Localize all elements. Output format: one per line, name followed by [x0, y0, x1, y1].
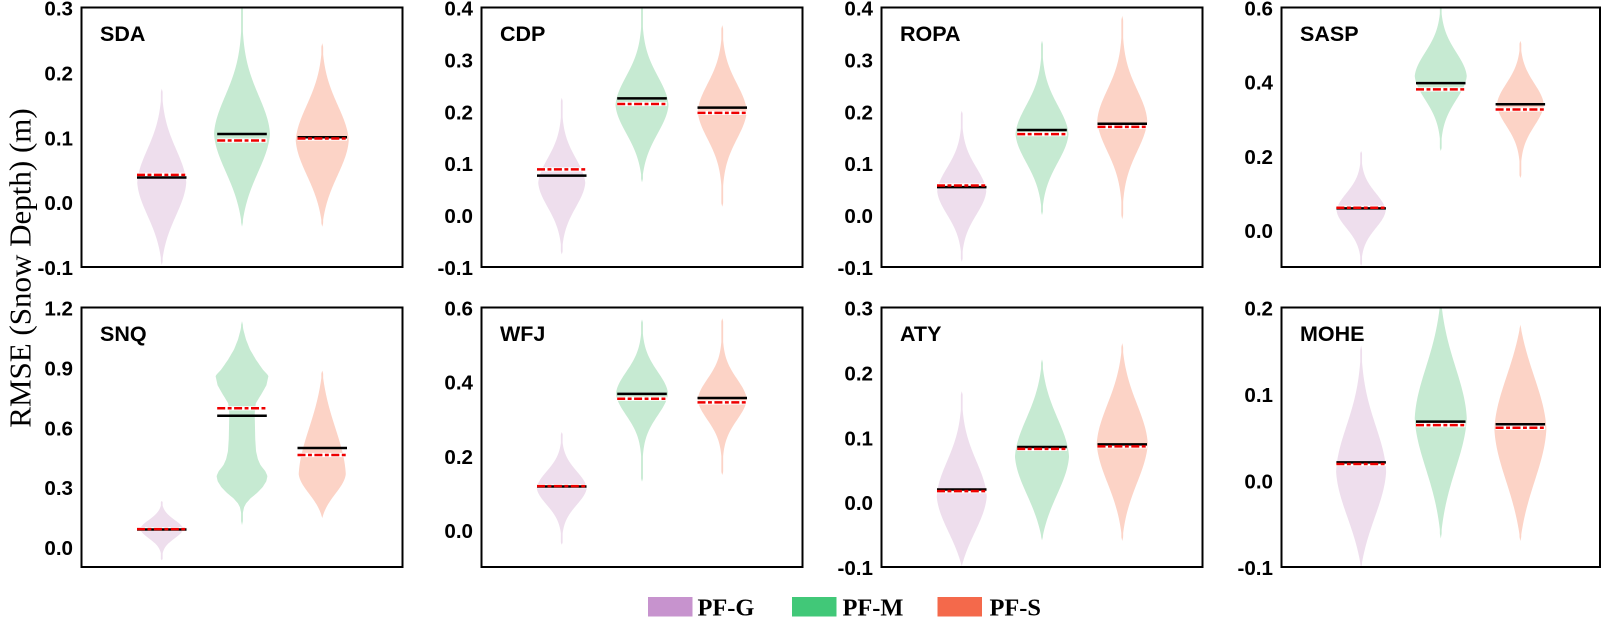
svg-text:0.2: 0.2 [44, 62, 73, 85]
svg-text:MOHE: MOHE [1300, 322, 1365, 346]
svg-text:0.3: 0.3 [44, 477, 73, 500]
svg-text:0.4: 0.4 [444, 0, 473, 21]
svg-text:0.4: 0.4 [444, 372, 473, 395]
svg-text:0.0: 0.0 [1244, 220, 1273, 243]
svg-text:CDP: CDP [500, 22, 545, 46]
svg-text:PF-G: PF-G [698, 595, 755, 617]
svg-text:0.2: 0.2 [444, 446, 473, 469]
svg-text:PF-M: PF-M [843, 595, 904, 617]
svg-text:ROPA: ROPA [900, 22, 961, 46]
svg-text:0.3: 0.3 [44, 0, 73, 21]
svg-text:0.2: 0.2 [1244, 146, 1273, 169]
svg-text:-0.1: -0.1 [38, 257, 74, 280]
svg-text:1.2: 1.2 [44, 298, 73, 321]
svg-text:WFJ: WFJ [500, 322, 545, 346]
svg-text:0.9: 0.9 [44, 357, 73, 380]
svg-text:0.1: 0.1 [44, 127, 73, 150]
svg-text:0.0: 0.0 [444, 520, 473, 543]
svg-text:SASP: SASP [1300, 22, 1359, 46]
svg-text:0.1: 0.1 [844, 427, 873, 450]
svg-text:0.0: 0.0 [44, 537, 73, 560]
svg-text:0.1: 0.1 [1244, 384, 1273, 407]
svg-text:0.0: 0.0 [844, 492, 873, 515]
svg-text:0.2: 0.2 [844, 362, 873, 385]
svg-text:0.1: 0.1 [844, 153, 873, 176]
svg-text:0.2: 0.2 [844, 101, 873, 124]
svg-text:-0.1: -0.1 [438, 257, 474, 280]
svg-text:ATY: ATY [900, 322, 941, 346]
svg-text:PF-S: PF-S [990, 595, 1042, 617]
svg-text:0.4: 0.4 [844, 0, 873, 21]
svg-text:0.4: 0.4 [1244, 72, 1273, 95]
svg-text:SNQ: SNQ [100, 322, 147, 346]
svg-text:SDA: SDA [100, 22, 145, 46]
svg-text:-0.1: -0.1 [838, 557, 874, 580]
svg-text:0.2: 0.2 [1244, 298, 1273, 321]
svg-text:RMSE (Snow Depth) (m): RMSE (Snow Depth) (m) [3, 108, 38, 427]
svg-text:-0.1: -0.1 [1238, 557, 1274, 580]
svg-text:0.1: 0.1 [444, 153, 473, 176]
svg-text:0.6: 0.6 [44, 417, 73, 440]
svg-text:0.3: 0.3 [844, 298, 873, 321]
svg-text:0.0: 0.0 [1244, 471, 1273, 494]
svg-text:0.2: 0.2 [444, 101, 473, 124]
svg-text:0.3: 0.3 [444, 49, 473, 72]
svg-text:0.0: 0.0 [44, 192, 73, 215]
svg-text:0.6: 0.6 [444, 298, 473, 321]
svg-text:0.3: 0.3 [844, 49, 873, 72]
svg-text:0.0: 0.0 [444, 205, 473, 228]
svg-text:0.6: 0.6 [1244, 0, 1273, 21]
svg-text:-0.1: -0.1 [838, 257, 874, 280]
svg-text:0.0: 0.0 [844, 205, 873, 228]
